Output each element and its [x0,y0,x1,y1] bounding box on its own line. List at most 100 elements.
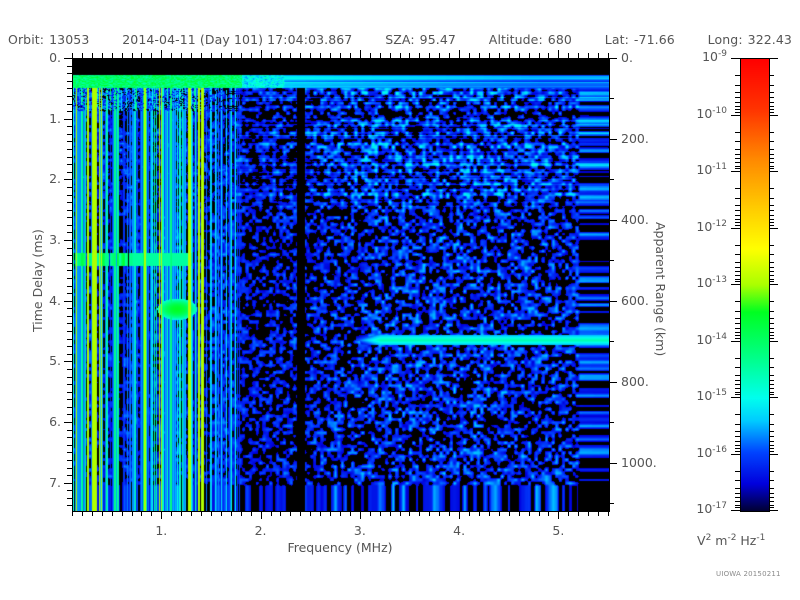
header-latitude: Lat: -71.66 [605,32,675,47]
colorbar-major-tick-right [769,115,778,116]
colorbar-minor-tick-right [769,448,774,449]
colorbar-minor-tick [735,480,740,481]
colorbar-minor-tick-right [769,451,774,452]
x-minor-tick [310,511,311,516]
x-minor-tick [221,511,222,516]
x-tick-label: 2. [254,523,267,538]
x-major-tick-top [459,50,460,58]
x-minor-tick [112,511,113,516]
y-left-minor-tick [67,104,72,105]
x-minor-tick-top [499,53,500,58]
colorbar-minor-tick [735,318,740,319]
x-minor-tick [449,511,450,516]
colorbar-minor-tick [735,505,740,506]
colorbar-minor-tick [735,367,740,368]
colorbar-minor-tick [735,388,740,389]
x-major-tick-top [261,50,262,58]
y-axis-left-title: Time Delay (ms) [30,229,45,332]
y-left-minor-tick [67,255,72,256]
colorbar-minor-tick [735,112,740,113]
y-axis-right-title: Apparent Range (km) [653,222,668,357]
x-minor-tick-top [231,53,232,58]
colorbar-minor-tick-right [769,168,774,169]
colorbar-tick-label: 10-15 [696,387,727,403]
colorbar-minor-tick [735,375,740,376]
colorbar-major-tick [731,284,740,285]
colorbar-minor-tick-right [769,102,774,103]
colorbar-minor-tick [735,245,740,246]
colorbar-minor-tick [735,436,740,437]
colorbar-tick-label: 10-13 [696,274,727,290]
x-minor-tick [548,511,549,516]
colorbar-minor-tick [735,141,740,142]
x-minor-tick-top [122,53,123,58]
colorbar-minor-tick [735,424,740,425]
x-major-tick [558,511,559,519]
x-minor-tick-top [300,53,301,58]
x-minor-tick-top [92,53,93,58]
colorbar-minor-tick [735,445,740,446]
y-left-minor-tick [67,323,72,324]
colorbar-minor-tick [735,332,740,333]
colorbar-minor-tick-right [769,132,774,133]
colorbar-minor-tick [735,279,740,280]
y-left-minor-tick [67,278,72,279]
colorbar-minor-tick-right [769,215,774,216]
colorbar-major-tick-right [769,171,778,172]
header-metadata-bar: Orbit: 13053 2014-04-11 (Day 101) 17:04:… [0,30,800,48]
colorbar-minor-tick-right [769,394,774,395]
colorbar-minor-tick [735,262,740,263]
x-minor-tick [489,511,490,516]
x-minor-tick-top [548,53,549,58]
colorbar-minor-tick-right [769,332,774,333]
y-left-minor-tick [67,111,72,112]
x-minor-tick-top [171,53,172,58]
y-right-minor-tick [609,260,614,261]
x-minor-tick [300,511,301,516]
y-left-minor-tick [67,316,72,317]
x-minor-tick [132,511,133,516]
y-left-minor-tick [67,202,72,203]
y-left-tick-label: 5. [49,353,61,369]
x-minor-tick-top [588,53,589,58]
colorbar-minor-tick-right [769,375,774,376]
y-left-minor-tick [67,187,72,188]
colorbar-minor-tick [735,162,740,163]
y-left-minor-tick [67,195,72,196]
colorbar-gradient [741,59,769,511]
spectrogram-panel [72,58,610,512]
colorbar-minor-tick-right [769,384,774,385]
x-minor-tick [568,511,569,516]
colorbar-minor-tick-right [769,262,774,263]
x-minor-tick [181,511,182,516]
colorbar-minor-tick [735,158,740,159]
y-right-minor-tick [609,422,614,423]
colorbar [740,58,770,512]
colorbar-minor-tick [735,275,740,276]
colorbar-minor-tick-right [769,414,774,415]
x-minor-tick-top [132,53,133,58]
colorbar-minor-tick-right [769,162,774,163]
colorbar-major-tick [731,454,740,455]
y-left-minor-tick [67,293,72,294]
x-minor-tick-top [330,53,331,58]
y-left-minor-tick [67,263,72,264]
y-left-major-tick [64,58,72,59]
watermark-credit: UIOWA 20150211 [716,570,781,578]
y-left-major-tick [64,422,72,423]
x-minor-tick-top [191,53,192,58]
colorbar-minor-tick-right [769,488,774,489]
colorbar-minor-tick [735,132,740,133]
colorbar-minor-tick-right [769,471,774,472]
colorbar-major-tick [731,58,740,59]
colorbar-minor-tick-right [769,225,774,226]
x-tick-label: 5. [552,523,565,538]
colorbar-tick-label: 10-10 [696,105,727,121]
y-left-major-tick [64,240,72,241]
colorbar-minor-tick-right [769,497,774,498]
y-right-tick-label: 400. [621,211,649,227]
y-left-tick-label: 3. [49,232,61,247]
colorbar-minor-tick-right [769,380,774,381]
colorbar-minor-tick [735,448,740,449]
y-left-minor-tick [67,172,72,173]
